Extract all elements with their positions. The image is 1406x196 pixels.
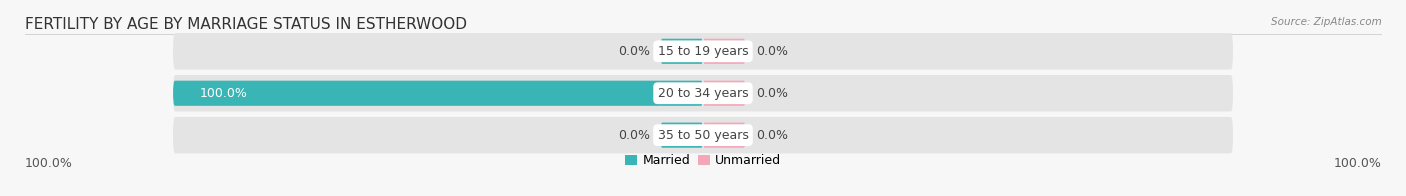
Text: FERTILITY BY AGE BY MARRIAGE STATUS IN ESTHERWOOD: FERTILITY BY AGE BY MARRIAGE STATUS IN E… xyxy=(25,17,467,32)
Text: Source: ZipAtlas.com: Source: ZipAtlas.com xyxy=(1271,17,1381,27)
FancyBboxPatch shape xyxy=(703,39,745,64)
FancyBboxPatch shape xyxy=(661,122,703,148)
Legend: Married, Unmarried: Married, Unmarried xyxy=(620,149,786,172)
Text: 15 to 19 years: 15 to 19 years xyxy=(658,45,748,58)
Text: 0.0%: 0.0% xyxy=(619,45,650,58)
Text: 0.0%: 0.0% xyxy=(756,87,787,100)
Text: 100.0%: 100.0% xyxy=(200,87,247,100)
FancyBboxPatch shape xyxy=(703,122,745,148)
Text: 0.0%: 0.0% xyxy=(756,129,787,142)
Text: 100.0%: 100.0% xyxy=(25,157,73,170)
FancyBboxPatch shape xyxy=(661,39,703,64)
Text: 0.0%: 0.0% xyxy=(756,45,787,58)
FancyBboxPatch shape xyxy=(173,33,1233,70)
Text: 0.0%: 0.0% xyxy=(619,129,650,142)
FancyBboxPatch shape xyxy=(173,81,703,106)
Text: 100.0%: 100.0% xyxy=(1333,157,1381,170)
Text: 35 to 50 years: 35 to 50 years xyxy=(658,129,748,142)
FancyBboxPatch shape xyxy=(703,81,745,106)
FancyBboxPatch shape xyxy=(173,117,1233,153)
FancyBboxPatch shape xyxy=(173,75,1233,112)
Text: 20 to 34 years: 20 to 34 years xyxy=(658,87,748,100)
